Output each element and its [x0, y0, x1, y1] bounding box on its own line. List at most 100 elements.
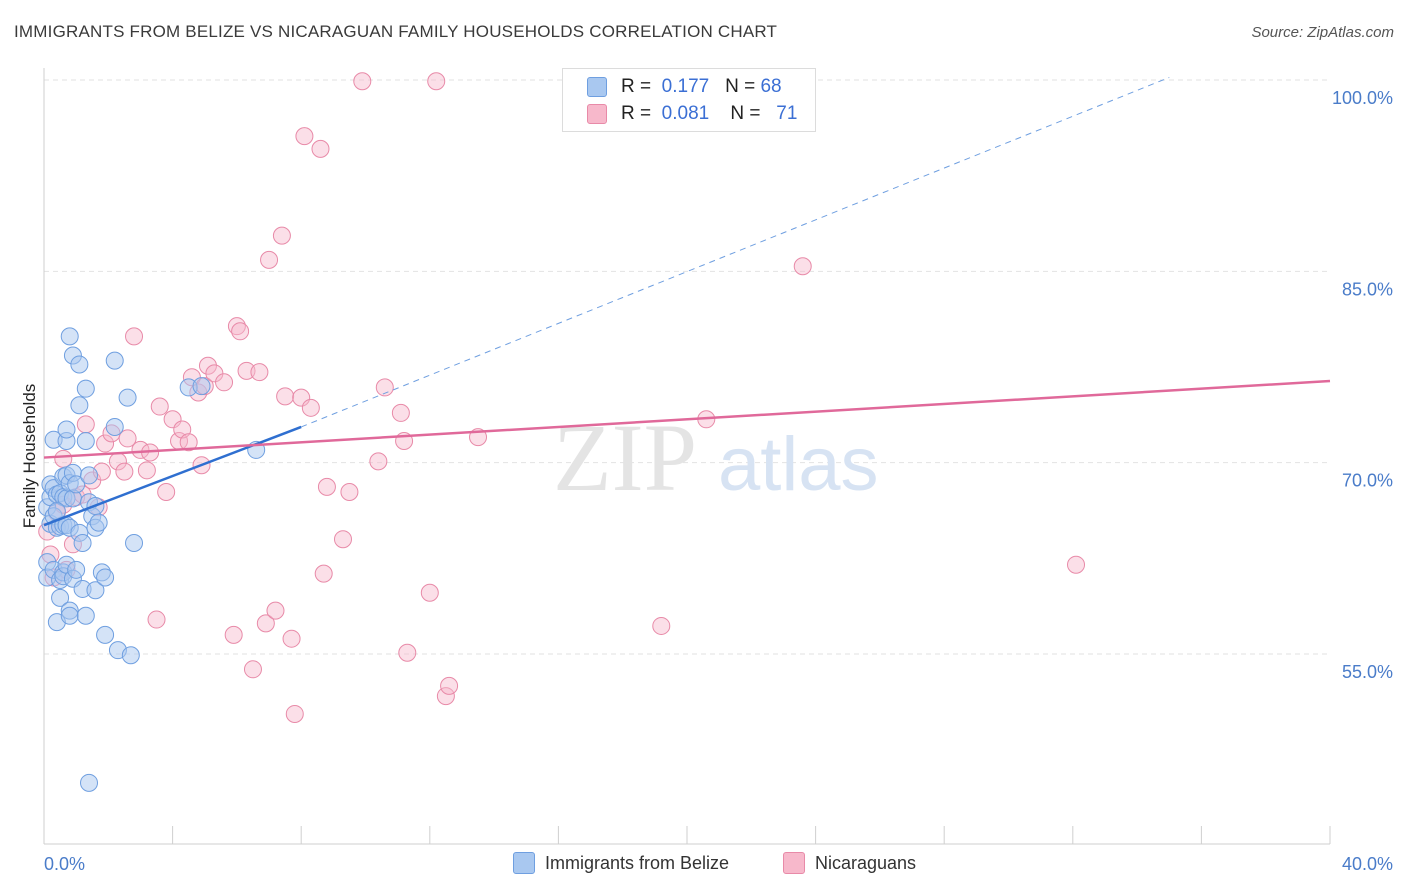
data-point-belize [76, 379, 95, 398]
data-point-nicaraguans [96, 434, 115, 453]
data-point-belize [67, 475, 86, 494]
data-point-nicaraguans [420, 583, 439, 602]
legend-r-label: R = [621, 76, 652, 97]
data-point-nicaraguans [353, 72, 372, 91]
legend-item-nicaraguans: Nicaraguans [783, 852, 916, 874]
data-point-nicaraguans [1067, 555, 1086, 574]
data-point-nicaraguans [231, 322, 250, 341]
x-tick-label: 40.0% [1342, 854, 1393, 874]
data-point-nicaraguans [295, 127, 314, 146]
data-point-belize [67, 560, 86, 579]
data-point-nicaraguans [243, 660, 262, 679]
data-point-nicaraguans [147, 610, 166, 629]
legend-n-label: N = [725, 76, 756, 97]
y-tick-label: 55.0% [1342, 662, 1393, 682]
data-point-nicaraguans [398, 643, 417, 662]
chart-title: IMMIGRANTS FROM BELIZE VS NICARAGUAN FAM… [14, 22, 778, 41]
legend-swatch-nicaraguans [587, 104, 607, 124]
data-point-nicaraguans [333, 530, 352, 549]
data-point-nicaraguans [115, 462, 134, 481]
data-point-belize [80, 466, 99, 485]
legend-label-nicaraguans: Nicaraguans [815, 852, 917, 873]
trend-lines [43, 76, 1331, 527]
data-point-nicaraguans [150, 397, 169, 416]
legend-r-value: 0.081 [661, 103, 710, 124]
legend-label-belize: Immigrants from Belize [545, 852, 730, 873]
data-point-nicaraguans [260, 250, 279, 269]
data-point-nicaraguans [272, 226, 291, 245]
data-point-belize [76, 606, 95, 625]
data-point-belize [60, 606, 79, 625]
data-point-nicaraguans [793, 257, 812, 276]
data-point-nicaraguans [276, 387, 295, 406]
watermark-atlas: atlas [718, 422, 879, 507]
data-point-nicaraguans [436, 687, 455, 706]
data-point-belize [96, 568, 115, 587]
data-point-belize [80, 773, 99, 792]
data-point-nicaraguans [256, 614, 275, 633]
data-point-nicaraguans [179, 433, 198, 452]
data-point-nicaraguans [266, 601, 285, 620]
legend-r-value: 0.177 [661, 76, 710, 97]
legend-n-value: 68 [760, 76, 782, 97]
data-point-nicaraguans [250, 363, 269, 382]
y-axis-label: Family Households [20, 384, 39, 529]
data-point-nicaraguans [391, 403, 410, 422]
data-point-belize [70, 396, 89, 415]
data-point-belize [105, 351, 124, 370]
data-point-belize [86, 581, 105, 600]
data-point-belize [89, 513, 108, 532]
legend-swatch-belize [587, 77, 607, 97]
data-point-nicaraguans [285, 704, 304, 723]
data-point-nicaraguans [215, 373, 234, 392]
data-point-belize [192, 377, 211, 396]
data-point-nicaraguans [314, 564, 333, 583]
data-point-nicaraguans [137, 461, 156, 480]
data-point-nicaraguans [317, 477, 336, 496]
data-point-nicaraguans [205, 364, 224, 383]
data-point-belize [60, 327, 79, 346]
grid-lines [44, 79, 1330, 655]
data-point-belize [105, 417, 124, 436]
series-nicaraguans [38, 72, 1086, 723]
series-belize [38, 327, 266, 792]
data-point-belize [121, 646, 140, 665]
data-point-nicaraguans [375, 378, 394, 397]
data-point-nicaraguans [224, 625, 243, 644]
axes [43, 68, 1331, 845]
data-point-nicaraguans [282, 629, 301, 648]
y-tick-label: 70.0% [1342, 471, 1393, 491]
watermark: ZIP atlas [553, 404, 879, 511]
source-label: Source: ZipAtlas.com [1251, 24, 1394, 41]
data-point-belize [57, 420, 76, 439]
data-point-nicaraguans [311, 139, 330, 158]
stats-legend: R = 0.177 N = 68 R = 0.081 N = 71 [562, 68, 816, 132]
data-point-nicaraguans [369, 452, 388, 471]
data-point-nicaraguans [301, 398, 320, 417]
legend-item-belize: Immigrants from Belize [513, 852, 729, 874]
data-point-belize [96, 625, 115, 644]
trend-line-belize [43, 425, 302, 527]
legend-swatch-nicaraguans [783, 852, 805, 874]
tick-labels: 55.0% 70.0% 85.0% 100.0% 0.0% 40.0% [44, 88, 1393, 874]
data-point-nicaraguans [227, 317, 246, 336]
legend-swatch-belize [513, 852, 535, 874]
data-point-belize [51, 588, 70, 607]
data-point-nicaraguans [125, 327, 144, 346]
legend-n-value: 71 [776, 103, 798, 124]
y-tick-label: 100.0% [1332, 88, 1393, 108]
data-point-nicaraguans [76, 415, 95, 434]
data-point-nicaraguans [198, 356, 217, 375]
data-point-belize [73, 534, 92, 553]
data-point-nicaraguans [427, 72, 446, 91]
data-point-nicaraguans [440, 676, 459, 695]
y-tick-label: 85.0% [1342, 279, 1393, 299]
legend-row-nicaraguans: R = 0.081 N = 71 [587, 101, 797, 127]
data-point-belize [125, 534, 144, 553]
trend-line-nicaraguans [43, 379, 1331, 459]
data-point-nicaraguans [157, 483, 176, 502]
data-point-nicaraguans [118, 429, 137, 448]
data-point-belize [76, 431, 95, 450]
data-point-nicaraguans [237, 361, 256, 380]
